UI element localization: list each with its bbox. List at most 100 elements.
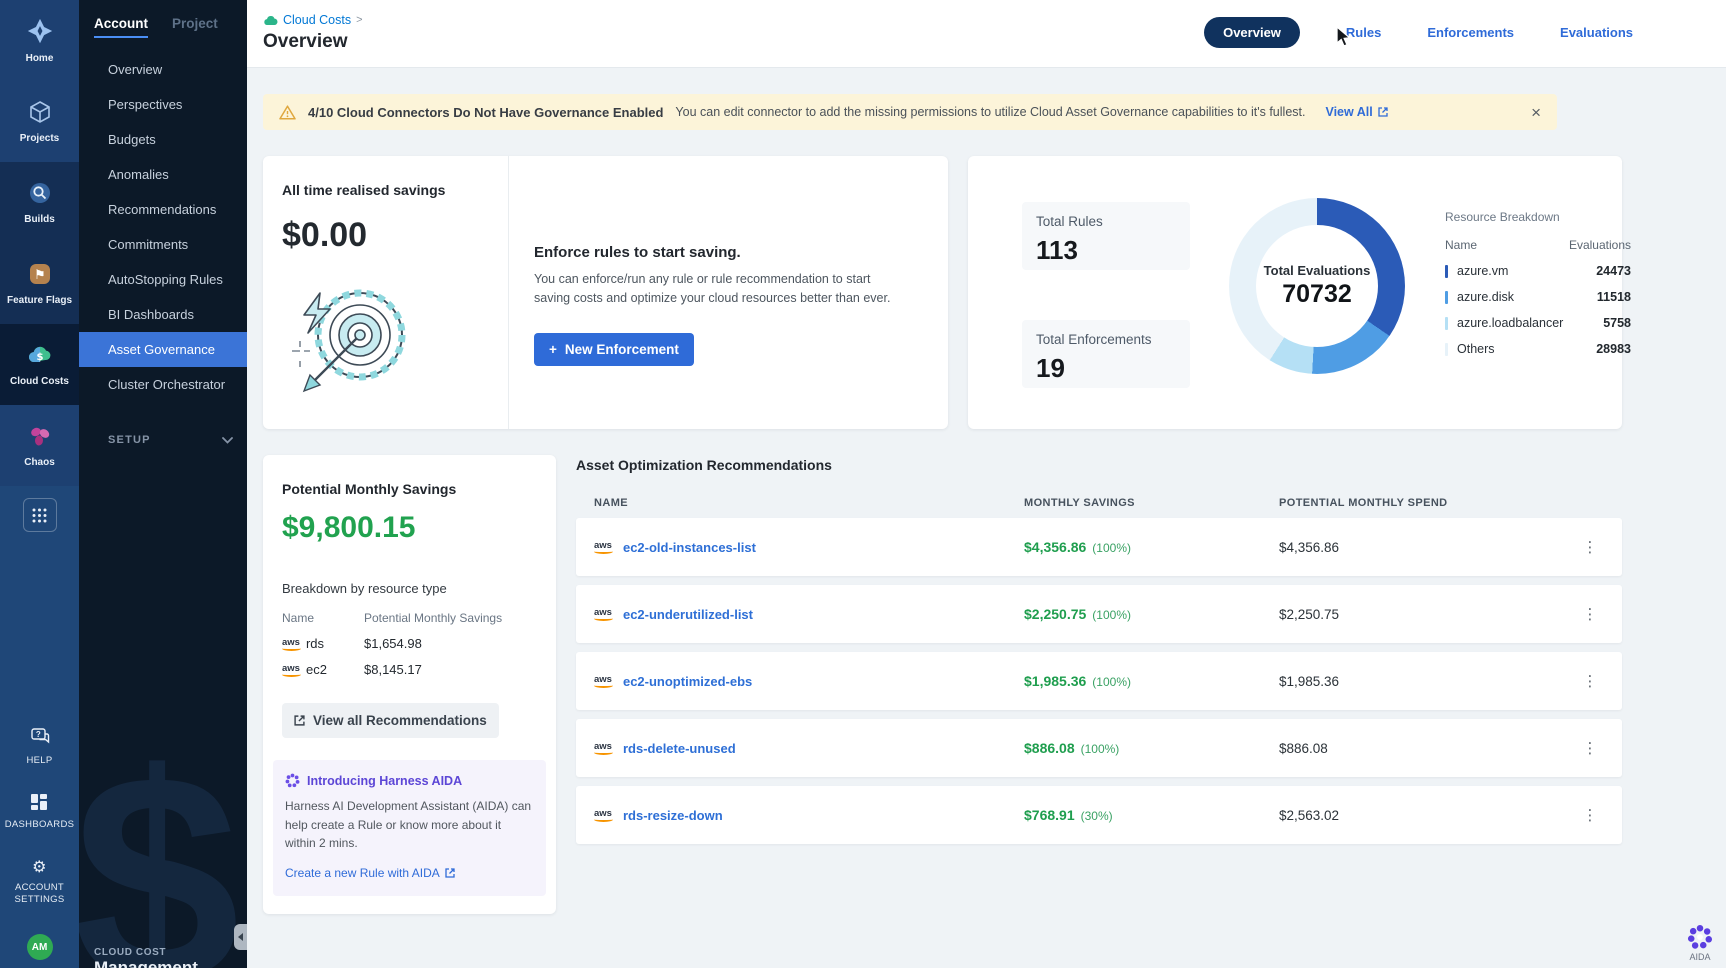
view-all-recommendations-button[interactable]: View all Recommendations <box>282 703 499 738</box>
rail-item-cloud-costs[interactable]: $ Cloud Costs <box>0 324 79 405</box>
aws-logo-icon: aws <box>594 808 612 822</box>
row-menu-icon[interactable]: ⋮ <box>1576 538 1604 556</box>
rail-item-account-settings[interactable]: ⚙ ACCOUNT SETTINGS <box>9 857 71 906</box>
rule-link[interactable]: rds-delete-unused <box>623 741 736 756</box>
rail-item-builds[interactable]: Builds <box>0 162 79 243</box>
row-menu-icon[interactable]: ⋮ <box>1576 605 1604 623</box>
tab-rules[interactable]: Rules <box>1346 25 1381 40</box>
sidebar-item-anomalies[interactable]: Anomalies <box>79 157 247 192</box>
total-evaluations-value: 70732 <box>1282 280 1352 309</box>
sidebar-item-bi-dashboards[interactable]: BI Dashboards <box>79 297 247 332</box>
rule-link[interactable]: ec2-underutilized-list <box>623 607 753 622</box>
rail-item-help[interactable]: ? HELP <box>26 728 52 767</box>
cloud-costs-sidebar: Account Project Overview Perspectives Bu… <box>79 0 247 968</box>
sidebar-item-perspectives[interactable]: Perspectives <box>79 87 247 122</box>
tab-enforcements[interactable]: Enforcements <box>1427 25 1514 40</box>
tab-project[interactable]: Project <box>172 16 218 38</box>
setup-section-toggle[interactable]: SETUP <box>79 424 247 456</box>
target-illustration <box>290 273 412 397</box>
aida-promo-panel: Introducing Harness AIDA Harness AI Deve… <box>273 760 546 896</box>
flag-icon: ⚑ <box>28 262 52 289</box>
rail-item-feature-flags[interactable]: ⚑ Feature Flags <box>0 243 79 324</box>
aida-assistant-button[interactable]: AIDA <box>1687 924 1713 962</box>
aida-title: Introducing Harness AIDA <box>307 774 462 788</box>
external-link-icon <box>294 715 305 726</box>
module-rail: Home Projects Builds ⚑ Feature Flags $ C… <box>0 0 79 968</box>
sidebar-item-recommendations[interactable]: Recommendations <box>79 192 247 227</box>
external-link-icon <box>445 868 455 878</box>
user-avatar[interactable]: AM <box>27 934 53 960</box>
breakdown-row: awsrds $1,654.98 <box>282 636 539 651</box>
rail-item-home[interactable]: Home <box>0 0 79 81</box>
total-enforcements-value: 19 <box>1036 353 1176 384</box>
svg-text:⚑: ⚑ <box>34 268 46 283</box>
table-row[interactable]: awsec2-unoptimized-ebs $1,985.36(100%) $… <box>576 652 1622 710</box>
chevron-down-icon <box>222 437 233 444</box>
view-all-link[interactable]: View All <box>1325 105 1387 119</box>
chevron-left-icon <box>238 933 243 941</box>
svg-text:$: $ <box>36 352 43 363</box>
aida-description: Harness AI Development Assistant (AIDA) … <box>285 797 534 853</box>
cloud-dollar-icon: $ <box>27 343 53 370</box>
rail-item-projects[interactable]: Projects <box>0 81 79 162</box>
sidebar-item-overview[interactable]: Overview <box>79 52 247 87</box>
rail-item-label: DASHBOARDS <box>5 819 75 831</box>
warning-icon <box>279 105 296 120</box>
tab-overview[interactable]: Overview <box>1204 17 1300 48</box>
rail-item-chaos[interactable]: Chaos <box>0 405 79 486</box>
rule-link[interactable]: rds-resize-down <box>623 808 723 823</box>
tab-account[interactable]: Account <box>94 16 148 38</box>
table-row[interactable]: awsec2-underutilized-list $2,250.75(100%… <box>576 585 1622 643</box>
help-chat-icon: ? <box>30 728 50 750</box>
rule-link[interactable]: ec2-unoptimized-ebs <box>623 674 752 689</box>
breadcrumb-separator: > <box>356 14 362 26</box>
legend-row: Others28983 <box>1445 342 1631 356</box>
tab-evaluations[interactable]: Evaluations <box>1560 25 1633 40</box>
asset-optimization-section: Asset Optimization Recommendations NAME … <box>576 455 1622 844</box>
scope-tabs: Account Project <box>79 0 247 52</box>
realised-savings-card: All time realised savings $0.00 <box>263 156 948 429</box>
main-content: Cloud Costs > Overview Overview Rules En… <box>247 0 1726 968</box>
table-row[interactable]: awsec2-old-instances-list $4,356.86(100%… <box>576 518 1622 576</box>
build-search-icon <box>28 181 52 208</box>
cube-icon <box>28 100 52 127</box>
rail-item-label: Chaos <box>24 457 55 468</box>
aws-logo-icon: aws <box>594 607 612 621</box>
table-row[interactable]: awsrds-delete-unused $886.08(100%) $886.… <box>576 719 1622 777</box>
total-rules-box: Total Rules 113 <box>1022 202 1190 270</box>
sidebar-item-commitments[interactable]: Commitments <box>79 227 247 262</box>
dollar-watermark: $ <box>79 706 240 968</box>
banner-close-icon[interactable]: × <box>1531 104 1541 121</box>
total-rules-value: 113 <box>1036 235 1176 266</box>
cloud-icon <box>263 14 278 26</box>
harness-logo-icon <box>27 18 53 47</box>
legend-row: azure.vm24473 <box>1445 264 1631 278</box>
sidebar-item-autostopping-rules[interactable]: AutoStopping Rules <box>79 262 247 297</box>
rail-item-label: Home <box>26 53 54 64</box>
rail-lower-section: ? HELP DASHBOARDS ⚙ ACCOUNT SETTINGS AM <box>0 486 79 968</box>
rail-item-label: HELP <box>26 755 52 767</box>
rule-link[interactable]: ec2-old-instances-list <box>623 540 756 555</box>
rail-item-label: Builds <box>24 214 55 225</box>
row-menu-icon[interactable]: ⋮ <box>1576 739 1604 757</box>
evaluations-donut: Total Evaluations 70732 <box>1229 198 1405 374</box>
gear-icon: ⚙ <box>32 857 47 877</box>
rail-item-dashboards[interactable]: DASHBOARDS <box>5 793 75 832</box>
module-grid-button[interactable] <box>23 498 57 532</box>
legend-tick <box>1445 291 1448 304</box>
grid-icon <box>32 508 47 523</box>
sidebar-collapse-button[interactable] <box>234 924 247 950</box>
sidebar-item-cluster-orchestrator[interactable]: Cluster Orchestrator <box>79 367 247 402</box>
create-rule-with-aida-link[interactable]: Create a new Rule with AIDA <box>285 866 455 880</box>
rail-item-label: Projects <box>20 133 59 144</box>
resource-breakdown-legend: Resource Breakdown Name Evaluations azur… <box>1445 210 1631 356</box>
row-menu-icon[interactable]: ⋮ <box>1576 806 1604 824</box>
sidebar-item-budgets[interactable]: Budgets <box>79 122 247 157</box>
legend-tick <box>1445 265 1448 278</box>
rail-item-label: Feature Flags <box>7 295 72 306</box>
row-menu-icon[interactable]: ⋮ <box>1576 672 1604 690</box>
pinwheel-icon <box>28 424 52 451</box>
new-enforcement-button[interactable]: + New Enforcement <box>534 333 694 366</box>
table-row[interactable]: awsrds-resize-down $768.91(30%) $2,563.0… <box>576 786 1622 844</box>
sidebar-item-asset-governance[interactable]: Asset Governance <box>79 332 247 367</box>
